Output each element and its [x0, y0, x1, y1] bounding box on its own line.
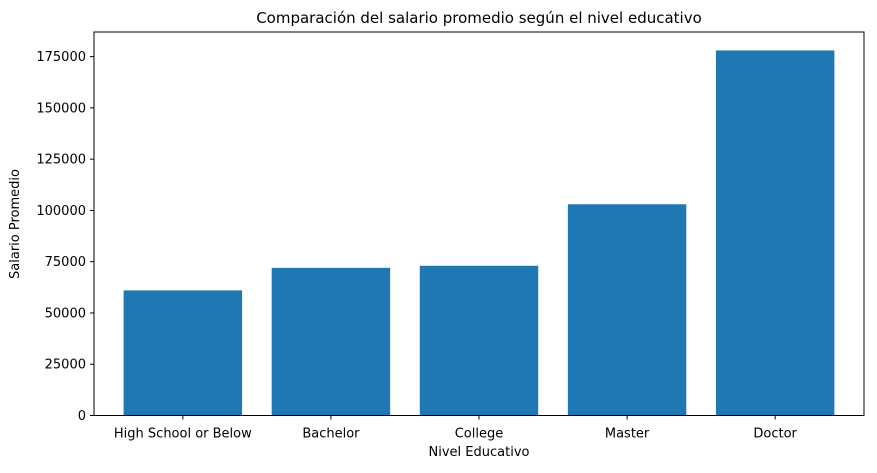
bar-college [419, 265, 539, 416]
plot-frame [93, 31, 865, 416]
bar-doctor [715, 50, 835, 416]
x-axis-label: Nivel Educativo [429, 445, 530, 460]
x-tick-label: Bachelor [302, 427, 360, 442]
bar-high-school-or-below [123, 290, 243, 416]
x-tick-label: Doctor [753, 427, 797, 442]
x-axis: High School or Below Bachelor College Maste… [114, 415, 798, 442]
y-tick-label: 125000 [36, 153, 86, 168]
y-tick-label: 150000 [36, 101, 86, 116]
x-tick-label: College [455, 427, 504, 442]
x-tick-label: High School or Below [114, 427, 252, 442]
y-tick-label: 50000 [45, 306, 86, 321]
y-tick-label: 75000 [45, 255, 86, 270]
y-tick-label: 0 [78, 409, 86, 424]
bars-layer [123, 50, 835, 416]
y-tick-label: 25000 [45, 358, 86, 373]
x-tick-label: Master [605, 427, 650, 442]
y-axis-label: Salario Promedio [8, 169, 23, 279]
y-axis: 0 25000 50000 75000 100000 125000 150000 175000 [36, 50, 94, 424]
bar-master [567, 204, 687, 416]
y-tick-label: 175000 [36, 50, 86, 65]
bar-bachelor [271, 267, 391, 416]
y-tick-label: 100000 [36, 204, 86, 219]
chart-title: Comparación del salario promedio según e… [256, 9, 702, 27]
